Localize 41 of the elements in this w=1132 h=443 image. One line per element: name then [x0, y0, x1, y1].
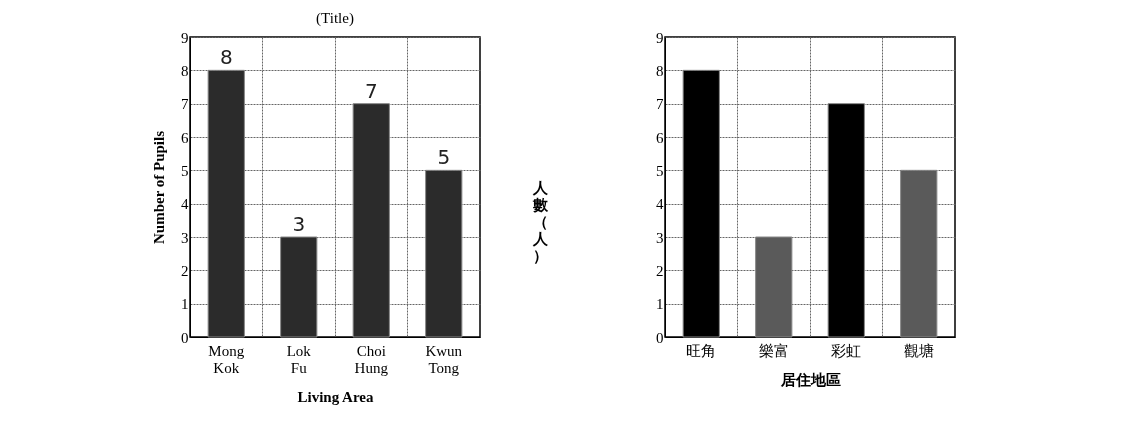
y-tick-label: 6: [656, 129, 664, 146]
y-tick-label: 0: [656, 329, 664, 346]
x-tick-label: 樂富: [758, 342, 789, 359]
y-tick-label: 4: [656, 196, 664, 213]
x-tick-label: 旺角: [686, 342, 717, 359]
y-tick-label: 9: [656, 29, 664, 46]
y-tick-label: 3: [656, 229, 664, 246]
x-tick-label: 觀塘: [903, 342, 934, 359]
y-tick-label: 8: [181, 62, 189, 79]
bar: [425, 169, 463, 338]
data-label: 3: [292, 212, 306, 236]
y-tick-label: 5: [656, 162, 664, 179]
data-label: 8: [219, 45, 233, 70]
y-tick-label: 6: [181, 129, 189, 146]
y-tick-label: 9: [181, 29, 189, 46]
y-tick-label: 2: [656, 262, 664, 279]
y-tick-label: 7: [656, 96, 664, 113]
y-axis-title: Number of Pupils: [151, 130, 167, 245]
x-axis-title: 居住地區: [779, 371, 841, 388]
y-tick-label: 4: [181, 196, 189, 213]
x-axis-title: Living Area: [297, 388, 374, 405]
x-tick-label: Choi Hung: [354, 342, 389, 376]
bar: [207, 69, 245, 338]
y-tick-label: 2: [181, 262, 189, 279]
y-tick-label: 8: [656, 62, 664, 79]
bar: [352, 103, 390, 338]
data-label: 7: [364, 78, 378, 103]
x-tick-label: Lok Fu: [286, 342, 312, 376]
x-tick-label: 彩虹: [831, 342, 862, 359]
x-tick-label: Mong Kok: [208, 342, 245, 376]
y-tick-label: 7: [181, 96, 189, 113]
data-label: 5: [437, 145, 451, 170]
y-axis-title: 人數（人）: [532, 179, 549, 264]
x-tick-label: Kwun Tong: [425, 342, 463, 376]
y-tick-label: 1: [656, 296, 664, 313]
y-tick-label: 3: [181, 229, 189, 246]
chart-title: (Title): [316, 10, 354, 27]
bar: [280, 236, 318, 338]
y-tick-label: 1: [181, 296, 189, 313]
y-tick-label: 5: [181, 162, 189, 179]
y-tick-label: 0: [181, 329, 189, 346]
